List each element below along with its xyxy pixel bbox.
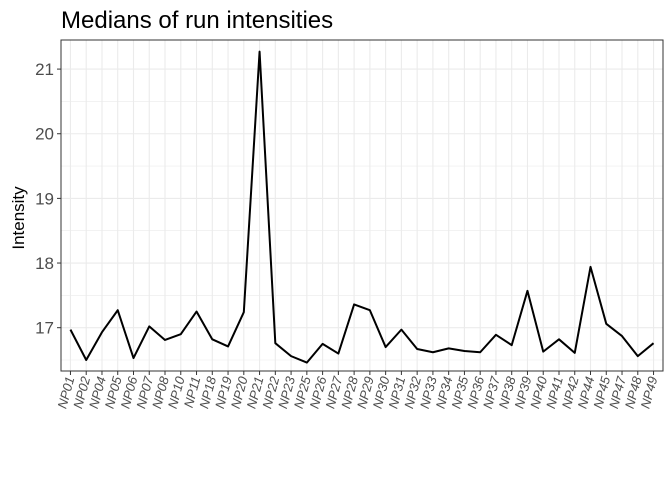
y-axis-label: Intensity xyxy=(9,186,28,250)
series-line-group xyxy=(69,50,655,364)
y-tick-label: 19 xyxy=(35,189,54,208)
plot-panel-border xyxy=(60,39,664,372)
y-tick-label: 18 xyxy=(35,254,54,273)
y-tick-label: 21 xyxy=(35,60,54,79)
y-tick-label: 20 xyxy=(35,125,54,144)
x-axis: NP01NP02NP04NP05NP06NP07NP08NP10NP11NP18… xyxy=(54,371,660,410)
chart-title: Medians of run intensities xyxy=(61,7,333,34)
y-tick-label: 17 xyxy=(35,319,54,338)
series-line xyxy=(69,50,655,364)
y-axis: 17 18 19 20 21 xyxy=(35,60,61,338)
grid xyxy=(61,40,663,371)
